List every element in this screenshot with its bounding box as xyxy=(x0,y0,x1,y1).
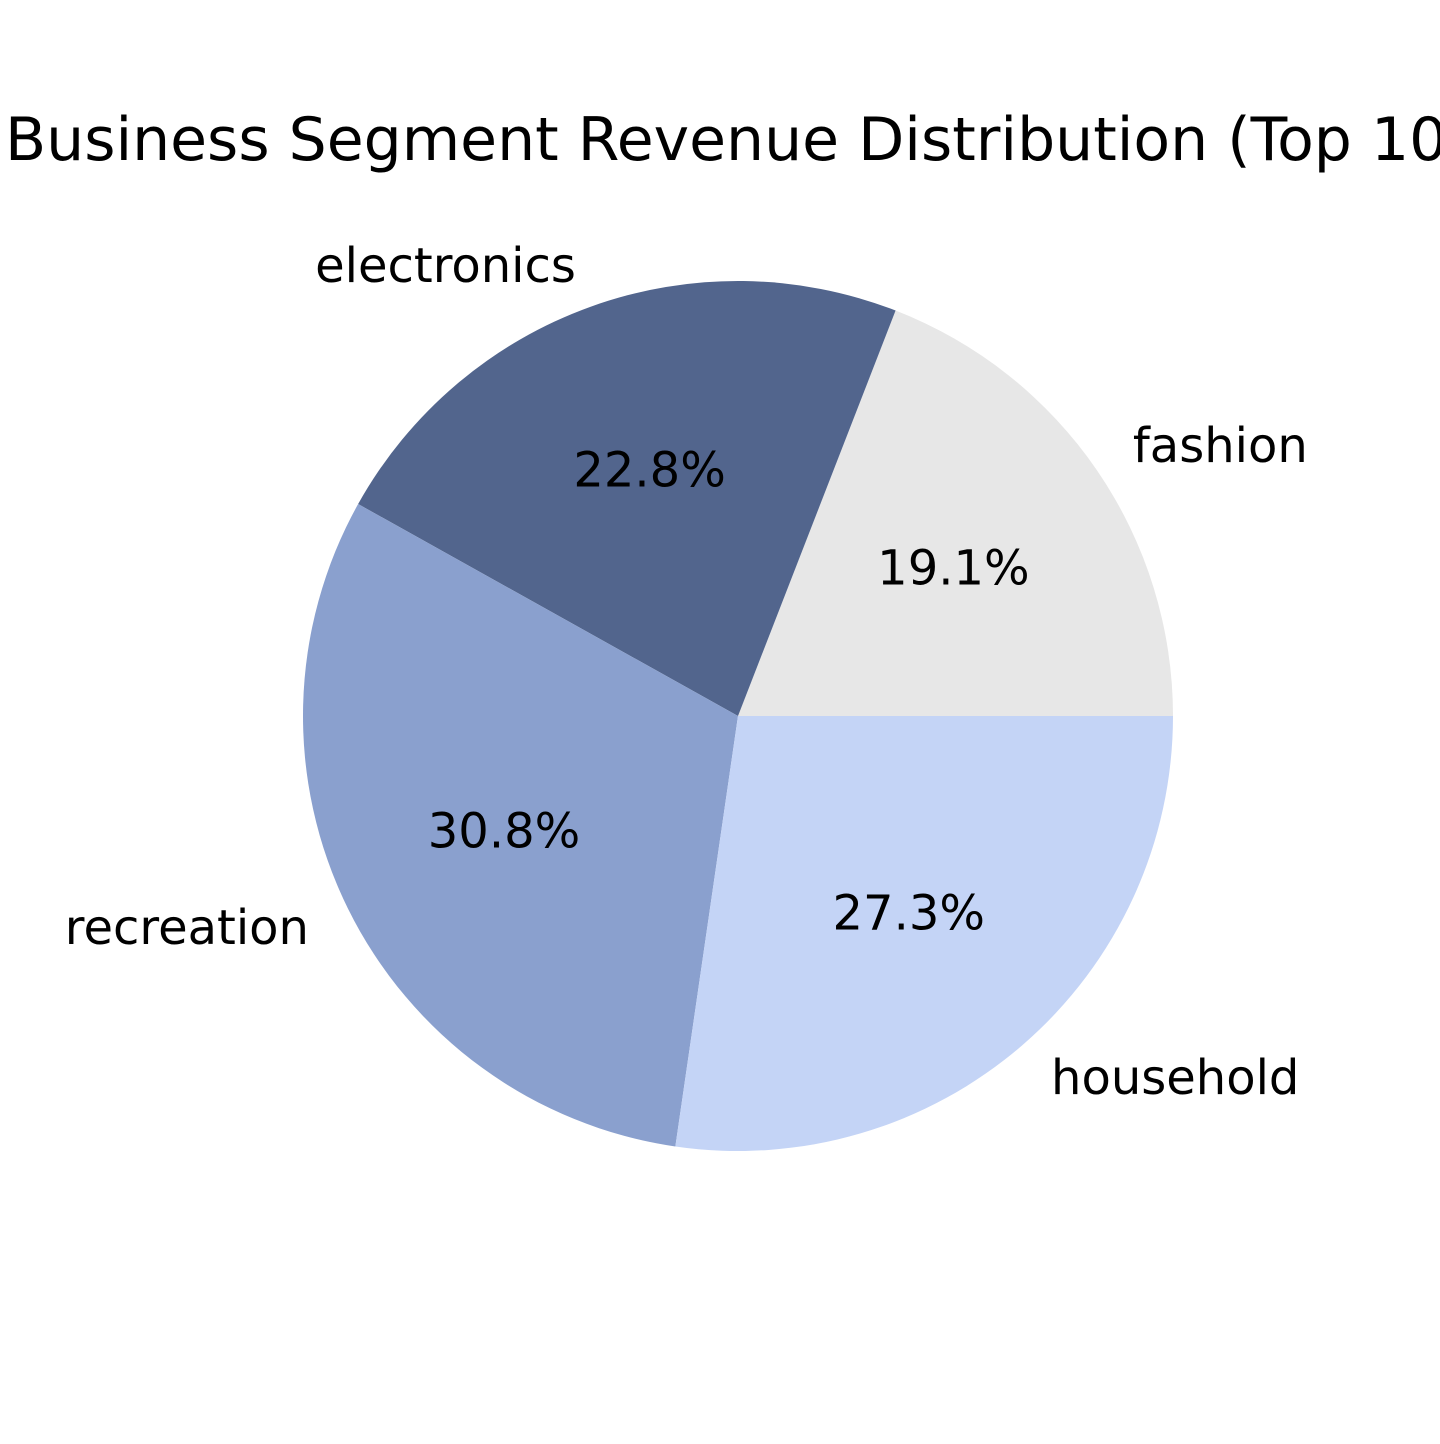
slice-label-household: household xyxy=(1051,1050,1299,1106)
slice-label-recreation: recreation xyxy=(65,900,309,956)
pie-slice-electronics xyxy=(358,281,896,716)
slice-percent-recreation: 30.8% xyxy=(428,804,580,860)
slice-label-fashion: fashion xyxy=(1133,418,1308,474)
pie-slice-household xyxy=(675,716,1173,1151)
pie-slices xyxy=(303,281,1173,1151)
slice-percent-household: 27.3% xyxy=(833,885,985,941)
pie-slice-fashion xyxy=(738,310,1173,716)
pie-slice-recreation xyxy=(303,504,738,1147)
slice-label-electronics: electronics xyxy=(315,238,576,294)
pie-labels: fashion 19.1% electronics 22.8% recreation 30… xyxy=(65,238,1308,1106)
slice-percent-fashion: 19.1% xyxy=(877,541,1029,597)
slice-percent-electronics: 22.8% xyxy=(573,442,725,498)
chart-title: Business Segment Revenue Distribution (T… xyxy=(5,105,1440,175)
